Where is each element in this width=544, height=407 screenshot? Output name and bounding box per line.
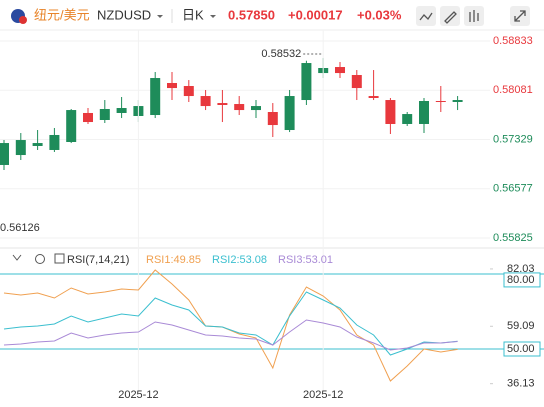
y-tick-label: 82.03 <box>507 263 535 275</box>
candle-body <box>167 83 177 89</box>
candle-body <box>385 100 396 124</box>
candle-body <box>32 143 43 146</box>
candle-body <box>452 100 463 102</box>
candle-body <box>419 101 429 124</box>
candle-body <box>150 78 161 116</box>
x-tick-label: 2025-12 <box>303 389 343 401</box>
collapse-icon[interactable] <box>12 254 22 261</box>
rsi-title: RSI(7,14,21) <box>67 254 129 266</box>
y-tick-label: 0.58081 <box>493 84 533 96</box>
y-tick-label: 0.56577 <box>493 183 533 195</box>
candle-body <box>402 114 413 124</box>
icon <box>444 11 457 24</box>
dropdown-arrow <box>157 15 163 18</box>
tool-button[interactable] <box>416 6 436 26</box>
change: +0.00017 <box>288 7 343 22</box>
rsi-line <box>3 319 458 351</box>
toolbar <box>416 6 530 26</box>
legend-entry: RSI2:53.08 <box>212 254 267 266</box>
y-tick-label: 0.55825 <box>493 232 533 244</box>
candle-body <box>83 112 93 123</box>
candle-body <box>368 96 379 98</box>
candle-body <box>351 75 362 89</box>
y-tick-label: 0.57329 <box>493 133 533 145</box>
candle-body <box>335 67 345 74</box>
icon <box>469 10 479 22</box>
icon <box>419 12 433 21</box>
tick-box <box>503 272 541 288</box>
candle-body <box>267 112 278 126</box>
annotation: 0.56126 <box>0 222 40 234</box>
period[interactable]: 日K <box>182 7 204 22</box>
candle-body <box>435 101 446 103</box>
rsi-legend: RSI(7,14,21) <box>12 253 129 266</box>
candle-body <box>0 143 9 165</box>
icon <box>514 10 526 22</box>
y-tick-label: 36.13 <box>507 378 535 390</box>
legend-entry: RSI3:53.01 <box>278 254 333 266</box>
candle-body <box>217 103 228 105</box>
candle-body <box>183 86 194 97</box>
tool-icons <box>419 10 526 24</box>
pair-cn: 纽元/美元 <box>34 7 90 22</box>
dropdown-arrow <box>210 15 216 18</box>
candle-body <box>234 104 245 111</box>
candle-body <box>301 63 312 101</box>
y-tick-label: 0.58833 <box>493 35 533 47</box>
legend-entry: RSI1:49.85 <box>146 254 201 266</box>
annotation: 0.58532 <box>261 48 301 60</box>
y-tick-label: 80.00 <box>507 274 535 286</box>
price: 0.57850 <box>228 7 275 22</box>
candle-body <box>15 140 26 156</box>
candle-body <box>251 106 261 111</box>
y-tick-label: 50.00 <box>507 343 535 355</box>
candle-body <box>49 134 60 150</box>
y-tick-label: 59.09 <box>507 320 535 332</box>
rsi-line <box>3 291 458 356</box>
candle-body <box>284 96 295 131</box>
change-pct: +0.03% <box>357 7 402 22</box>
candle-body <box>99 108 110 120</box>
tick-box <box>503 341 541 357</box>
candle-body <box>66 110 77 142</box>
flag-icon <box>19 16 27 24</box>
add-icon[interactable] <box>54 253 65 264</box>
candle-body <box>200 96 211 107</box>
candle-body <box>116 108 127 113</box>
x-tick-label: 2025-12 <box>118 389 158 401</box>
symbol[interactable]: NZDUSD <box>97 7 151 22</box>
header: 纽元/美元 NZDUSD 日K 0.57850 +0.00017 +0.03% <box>0 6 544 31</box>
settings-icon[interactable] <box>35 254 45 264</box>
